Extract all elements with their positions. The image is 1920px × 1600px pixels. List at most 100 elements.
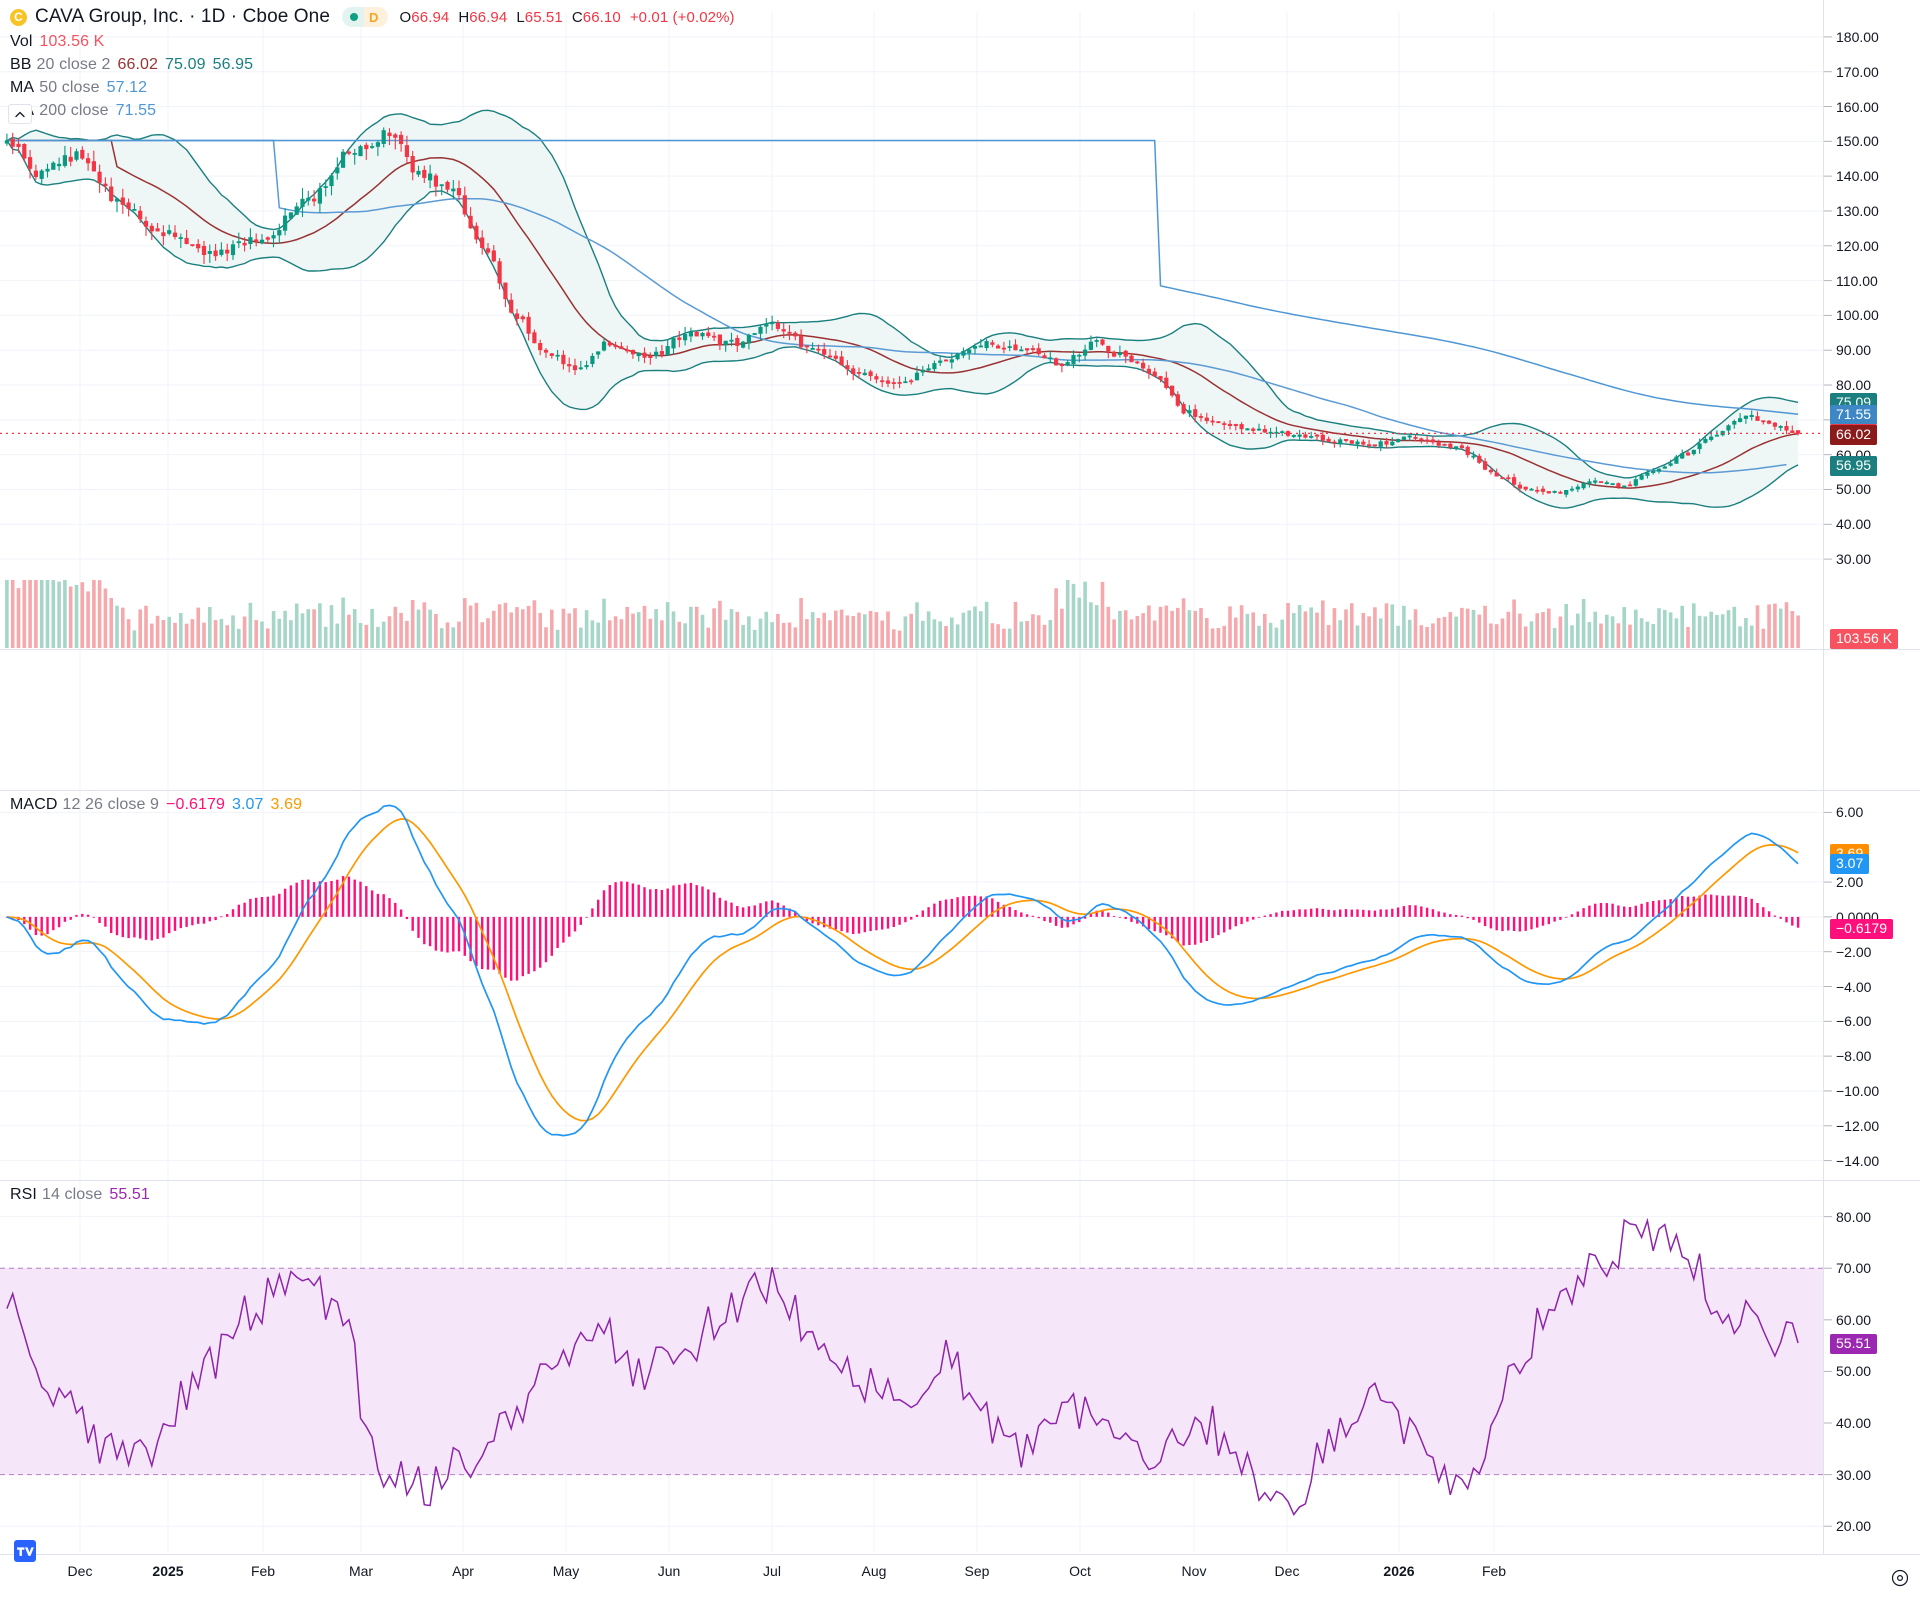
- axis-tick-label: 20.00: [1836, 1518, 1872, 1535]
- bb-lower-tag[interactable]: 56.95: [1830, 456, 1878, 477]
- bb-legend-basis: 66.02: [117, 56, 159, 73]
- rsi-series: [0, 1217, 1823, 1516]
- rsi-value-tag[interactable]: 55.51: [1830, 1333, 1878, 1354]
- gear-icon: [1891, 1569, 1909, 1587]
- ohlc-open-key: O: [399, 8, 412, 26]
- axis-tick-label: 6.00: [1836, 804, 1864, 821]
- bollinger-bands: [6, 109, 1799, 509]
- macd-legend-macd: 3.07: [231, 796, 264, 813]
- ohlc-values: O66.94 H66.94 L65.51 C66.10 +0.01 (+0.02%): [400, 6, 744, 29]
- axis-tick-label: 160.00: [1836, 98, 1879, 115]
- volume-legend-title: Vol: [10, 33, 33, 50]
- pane-separator-macd: [0, 790, 1920, 791]
- axis-tick-label: −4.00: [1836, 978, 1872, 995]
- bb-legend-lower: 56.95: [212, 56, 254, 73]
- axis-tick-label: −6.00: [1836, 1013, 1872, 1030]
- time-axis-label[interactable]: Dec: [67, 1563, 93, 1579]
- main-pane-legend: C CAVA Group, Inc. · 1D · Cboe One D O66…: [10, 4, 744, 122]
- axis-tick-label: −12.00: [1836, 1117, 1880, 1134]
- tradingview-logo-icon[interactable]: [14, 1540, 36, 1562]
- rsi-pane-legend[interactable]: RSI 14 close 55.51: [10, 1183, 150, 1206]
- pane-separator-time-axis: [0, 1554, 1920, 1555]
- ma200-legend-row[interactable]: MA 200 close 71.55: [10, 99, 744, 122]
- macd-line-tag[interactable]: 3.07: [1830, 854, 1870, 875]
- time-axis-label[interactable]: Jun: [657, 1563, 681, 1579]
- time-axis-label[interactable]: May: [552, 1563, 580, 1579]
- chevron-up-icon: [15, 111, 25, 117]
- ohlc-open-value: 66.94: [411, 8, 450, 26]
- time-axis-label[interactable]: Oct: [1069, 1563, 1091, 1579]
- volume-value-tag[interactable]: 103.56 K: [1830, 629, 1899, 649]
- axis-tick-label: 120.00: [1836, 237, 1879, 254]
- ohlc-close-key: C: [571, 8, 583, 26]
- axis-tick-label: 130.00: [1836, 202, 1879, 219]
- ma50-legend-value: 57.12: [106, 79, 148, 96]
- axis-tick-label: −14.00: [1836, 1152, 1880, 1169]
- symbol-header-row[interactable]: C CAVA Group, Inc. · 1D · Cboe One D O66…: [10, 4, 744, 30]
- volume-legend-row[interactable]: Vol 103.56 K: [10, 30, 744, 53]
- ma50-legend-row[interactable]: MA 50 close 57.12: [10, 76, 744, 99]
- chart-settings-button[interactable]: [1890, 1568, 1910, 1588]
- tradingview-logo-svg: [14, 1540, 36, 1562]
- axis-tick-label: 50.00: [1836, 481, 1872, 498]
- macd-series: [5, 804, 1800, 1137]
- axis-tick-label: 70.00: [1836, 1260, 1872, 1277]
- axis-tick-label: 110.00: [1836, 272, 1878, 289]
- axis-tick-label: −10.00: [1836, 1082, 1880, 1099]
- ohlc-change-value: +0.01 (+0.02%): [629, 8, 735, 26]
- ma50-legend-title: MA: [10, 79, 35, 96]
- axis-tick-label: −8.00: [1836, 1048, 1872, 1065]
- time-axis-label[interactable]: Dec: [1274, 1563, 1300, 1579]
- bb-basis-tag[interactable]: 66.02: [1830, 424, 1878, 445]
- pane-separator-volume: [0, 649, 1920, 650]
- axis-tick-label: 60.00: [1836, 1311, 1872, 1328]
- axis-tick-label: 2.00: [1836, 874, 1864, 891]
- price-axis-divider: [1823, 0, 1824, 1555]
- axis-tick-label: 80.00: [1836, 377, 1872, 394]
- axis-tick-label: 180.00: [1836, 28, 1879, 45]
- bb-legend-title: BB: [10, 56, 32, 73]
- ohlc-high-value: 66.94: [469, 8, 508, 26]
- macd-legend-signal: 3.69: [270, 796, 303, 813]
- time-axis-label[interactable]: Mar: [348, 1563, 374, 1579]
- ma200-legend-params: 200 close: [39, 102, 109, 119]
- time-axis-label[interactable]: 2026: [1383, 1563, 1415, 1579]
- macd-pane-legend[interactable]: MACD 12 26 close 9 −0.6179 3.07 3.69: [10, 793, 302, 816]
- axis-tick-label: 90.00: [1836, 342, 1872, 359]
- time-axis-label[interactable]: Aug: [861, 1563, 887, 1579]
- axis-tick-label: 170.00: [1836, 63, 1879, 80]
- time-axis-label[interactable]: Feb: [250, 1563, 276, 1579]
- ohlc-low-key: L: [516, 8, 525, 26]
- ohlc-low-value: 65.51: [524, 8, 563, 26]
- axis-tick-label: −2.00: [1836, 943, 1872, 960]
- axis-tick-label: 30.00: [1836, 551, 1872, 568]
- time-axis-label[interactable]: Nov: [1181, 1563, 1207, 1579]
- rsi-legend-row[interactable]: RSI 14 close 55.51: [10, 1183, 150, 1206]
- ma50-legend-params: 50 close: [39, 79, 100, 96]
- session-interval-label: D: [364, 7, 388, 27]
- time-axis[interactable]: Dec 2025 Feb Mar Apr May Jun Jul Aug Sep Oct Nov Dec…: [0, 1555, 1823, 1600]
- macd-legend-row[interactable]: MACD 12 26 close 9 −0.6179 3.07 3.69: [10, 793, 302, 816]
- axis-tick-label: 50.00: [1836, 1363, 1872, 1380]
- candlestick-series: [4, 127, 1801, 498]
- time-axis-label[interactable]: 2025: [152, 1563, 184, 1579]
- macd-legend-params: 12 26 close 9: [62, 796, 159, 813]
- axis-tick-label: 80.00: [1836, 1208, 1872, 1225]
- axis-tick-label: 30.00: [1836, 1466, 1872, 1483]
- time-axis-label[interactable]: Sep: [964, 1563, 990, 1579]
- symbol-title[interactable]: CAVA Group, Inc. · 1D · Cboe One: [35, 6, 331, 27]
- session-status-badge[interactable]: D: [342, 7, 388, 27]
- bollinger-legend-row[interactable]: BB 20 close 2 66.02 75.09 56.95: [10, 53, 744, 76]
- axis-tick-label: 100.00: [1836, 307, 1879, 324]
- symbol-logo-icon: C: [10, 8, 27, 26]
- collapse-pane-button[interactable]: [8, 104, 32, 124]
- time-axis-label[interactable]: Jul: [763, 1563, 781, 1579]
- ma200-tag[interactable]: 71.55: [1830, 405, 1878, 426]
- session-open-dot-icon: [350, 13, 359, 21]
- time-axis-label[interactable]: Feb: [1481, 1563, 1507, 1579]
- axis-tick-label: 140.00: [1836, 168, 1879, 185]
- ohlc-high-key: H: [458, 8, 470, 26]
- macd-hist-tag[interactable]: −0.6179: [1830, 918, 1893, 939]
- time-axis-label[interactable]: Apr: [452, 1563, 474, 1579]
